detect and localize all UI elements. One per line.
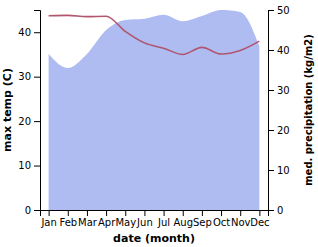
y-axis-tick: 0 (25, 205, 40, 216)
x-axis-tick-mark (221, 210, 222, 216)
x-axis-tick: Nov (231, 210, 251, 228)
x-axis-tick-mark (240, 210, 241, 216)
y-axis: 0 10 20 30 40 (18, 11, 40, 216)
y2-axis-tick-label: 40 (277, 45, 290, 56)
x-axis-tick-label: Dec (250, 217, 269, 228)
x-axis-tick-label: May (115, 217, 136, 228)
y2-axis-tick-mark (268, 170, 274, 171)
x-axis-tick: Apr (98, 210, 116, 228)
y-axis-tick-label: 10 (18, 160, 31, 171)
y2-axis-title: med. precipitation (kg/m2) (303, 34, 314, 186)
chart: JanFebMarAprMayJun JulAugSepOctNovDec 0 10 2… (0, 0, 318, 247)
y-axis-line (34, 11, 41, 211)
x-axis-tick-label: Mar (78, 217, 98, 228)
x-axis-tick-mark (164, 210, 165, 216)
x-axis-tick: Oct (213, 210, 230, 228)
x-axis-tick: Jun (136, 210, 153, 228)
x-axis-tick-label: Jan (40, 217, 56, 228)
x-axis-tick: Mar (78, 210, 98, 228)
x-axis-tick: Jan (40, 210, 56, 228)
y2-axis-line (269, 11, 275, 211)
y-axis-tick-mark (34, 210, 40, 211)
y-axis-tick-label: 20 (18, 116, 31, 127)
y2-axis-tick-mark (268, 130, 274, 131)
y-axis-tick: 10 (18, 160, 40, 171)
y-axis-tick-mark (34, 32, 40, 33)
y-axis-tick-label: 40 (18, 27, 31, 38)
precipitation-area (49, 10, 260, 210)
x-axis-tick-label: Oct (213, 217, 230, 228)
x-axis-tick-mark (106, 210, 107, 216)
x-axis-tick-mark (125, 210, 126, 216)
y2-axis-tick: 20 (268, 125, 290, 136)
x-axis-tick-label: Jun (136, 217, 153, 228)
y2-axis-tick-mark (268, 50, 274, 51)
x-axis-tick-label: Jul (157, 217, 170, 228)
x-axis-tick-mark (68, 210, 69, 216)
x-axis-tick-mark (202, 210, 203, 216)
y2-axis-tick-label: 50 (277, 5, 290, 16)
y2-axis-tick-label: 10 (277, 165, 290, 176)
x-axis-tick-label: Feb (59, 217, 77, 228)
x-axis-line (41, 211, 269, 217)
x-axis-tick-label: Apr (98, 217, 116, 228)
plot-area (49, 10, 260, 210)
x-axis-tick-label: Sep (193, 217, 212, 228)
x-axis-tick: Aug (173, 210, 193, 228)
x-axis-tick-label: Nov (231, 217, 251, 228)
y-axis-tick-mark (34, 77, 40, 78)
y2-axis-tick-label: 20 (277, 125, 290, 136)
y-axis-tick: 40 (18, 27, 40, 38)
x-axis-tick-mark (183, 210, 184, 216)
y-axis-tick-label: 30 (18, 71, 31, 82)
y2-axis-tick-mark (268, 210, 274, 211)
y2-axis-tick-label: 0 (277, 205, 283, 216)
y-axis-title: max temp (C) (1, 68, 14, 152)
y2-axis-tick-mark (268, 10, 274, 11)
y2-axis-tick: 10 (268, 165, 290, 176)
y-axis-tick-mark (34, 166, 40, 167)
x-axis-tick-mark (144, 210, 145, 216)
x-axis-tick: Jul (157, 210, 170, 228)
x-axis-tick: Dec (250, 210, 269, 228)
y2-axis-tick: 30 (268, 85, 290, 96)
x-axis-tick: May (115, 210, 136, 228)
y2-axis-tick-label: 30 (277, 85, 290, 96)
x-axis-tick-mark (87, 210, 88, 216)
y2-axis-tick: 50 (268, 5, 290, 16)
y2-axis-tick: 0 (268, 205, 283, 216)
x-axis-tick-label: Aug (173, 217, 193, 228)
y2-axis: 0 10 20 30 40 50 (268, 5, 290, 216)
y-axis-tick-mark (34, 121, 40, 122)
y2-axis-tick: 40 (268, 45, 290, 56)
y2-axis-tick-mark (268, 90, 274, 91)
x-axis-tick: Feb (59, 210, 77, 228)
x-axis-tick: Sep (193, 210, 212, 228)
y-axis-tick: 20 (18, 116, 40, 127)
y-axis-tick-label: 0 (25, 205, 31, 216)
x-axis-title: date (month) (113, 232, 195, 245)
x-axis-tick-mark (49, 210, 50, 216)
temperature-line (49, 15, 260, 54)
x-axis: JanFebMarAprMayJun JulAugSepOctNovDec (40, 210, 269, 228)
x-axis-tick-mark (259, 210, 260, 216)
y-axis-tick: 30 (18, 71, 40, 82)
